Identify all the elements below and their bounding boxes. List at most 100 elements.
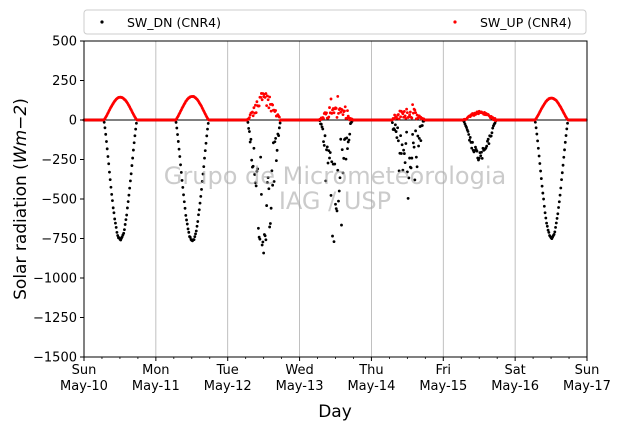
sw-dn-point <box>468 138 471 142</box>
sw-dn-point <box>128 186 132 190</box>
sw-dn-point <box>470 146 474 150</box>
sw-up-point <box>411 103 414 107</box>
sw-dn-point <box>271 183 275 187</box>
y-axis-title-unit: Wm <box>11 130 31 163</box>
sw-dn-point <box>543 211 547 215</box>
sw-dn-point <box>542 197 545 201</box>
y-axis-title-close: ) <box>11 98 31 105</box>
sw-dn-point <box>538 162 542 165</box>
sw-dn-point <box>337 199 340 203</box>
sw-dn-point <box>395 136 399 139</box>
sw-dn-point <box>187 230 191 234</box>
sw-dn-point <box>108 170 111 174</box>
sw-up-point <box>328 106 331 109</box>
sw-dn-point <box>267 187 271 191</box>
sw-dn-point <box>249 137 253 141</box>
sw-dn-point <box>555 216 559 220</box>
sw-dn-point <box>341 171 345 175</box>
sw-dn-point <box>131 156 135 160</box>
sw-dn-point <box>273 140 277 144</box>
sw-dn-point <box>466 130 470 133</box>
sw-dn-point <box>265 204 269 207</box>
sw-dn-point <box>468 136 472 139</box>
sw-up-point <box>416 116 420 120</box>
sw-dn-point <box>406 197 410 200</box>
sw-dn-point <box>247 126 251 130</box>
sw-dn-point <box>401 168 405 172</box>
sw-dn-point <box>467 133 471 136</box>
sw-dn-point <box>486 137 490 141</box>
sw-up-point <box>395 117 399 120</box>
y-tick-label: −250 <box>41 153 77 168</box>
sw-dn-point <box>397 169 401 173</box>
data-points <box>82 92 588 255</box>
sw-dn-point <box>195 224 199 228</box>
sw-dn-point <box>536 146 540 150</box>
sw-up-point <box>413 108 417 112</box>
sw-dn-point <box>399 134 403 138</box>
sw-dn-point <box>564 134 568 137</box>
sw-dn-point <box>206 121 210 125</box>
sw-dn-point <box>477 156 481 160</box>
sw-dn-point <box>403 161 407 165</box>
sw-dn-point <box>561 163 565 167</box>
sw-dn-point <box>540 184 544 188</box>
sw-dn-point <box>102 120 106 124</box>
sw-dn-point <box>558 193 562 197</box>
sw-dn-point <box>266 176 270 179</box>
sw-dn-point <box>256 167 260 171</box>
sw-dn-point <box>345 136 349 140</box>
sw-up-point <box>402 110 406 113</box>
sw-up-point <box>251 114 255 118</box>
sw-dn-point <box>487 142 491 146</box>
sw-dn-point <box>489 134 493 138</box>
sw-dn-point <box>181 185 185 189</box>
sw-dn-point <box>198 201 202 205</box>
sw-up-point <box>252 106 256 110</box>
sw-up-point <box>266 98 270 102</box>
sw-dn-point <box>408 156 411 160</box>
sw-dn-point <box>347 138 351 142</box>
sw-dn-point <box>254 184 258 188</box>
sw-dn-point <box>340 223 343 227</box>
sw-dn-point <box>203 156 206 160</box>
sw-dn-point <box>337 189 341 193</box>
sw-dn-point <box>110 192 114 196</box>
sw-dn-point <box>405 130 409 134</box>
sw-up-point <box>399 115 403 119</box>
sw-up-point <box>274 109 278 112</box>
x-tick-label-day: Tue <box>216 363 239 378</box>
sw-dn-point <box>185 218 188 222</box>
sw-dn-point <box>490 131 494 135</box>
sw-up-point <box>337 111 340 115</box>
sw-dn-point <box>545 224 549 228</box>
x-axis: SunMay-10MonMay-11TueMay-12WedMay-13ThuM… <box>60 357 611 394</box>
sw-up-point <box>325 111 328 115</box>
sw-dn-point <box>556 212 560 216</box>
sw-dn-point <box>402 152 406 155</box>
sw-up-point <box>257 104 261 108</box>
x-tick-label-date: May-17 <box>563 379 611 394</box>
sw-dn-point <box>109 185 113 189</box>
sw-dn-point <box>560 178 563 182</box>
sw-up-point <box>397 117 401 121</box>
sw-dn-point <box>103 126 107 130</box>
sw-dn-point <box>542 204 546 208</box>
y-tick-label: −1000 <box>33 272 77 287</box>
sw-up-point <box>255 100 259 104</box>
sw-up-point <box>401 112 405 116</box>
sw-up-point <box>405 111 409 114</box>
sw-up-point <box>335 116 339 119</box>
sw-dn-point <box>414 155 418 159</box>
sw-up-point <box>277 115 281 119</box>
sw-dn-point <box>566 121 569 125</box>
sw-up-point <box>251 110 254 114</box>
sw-up-point <box>254 103 257 107</box>
sw-dn-point <box>263 234 267 238</box>
sw-dn-point <box>546 228 550 232</box>
sw-dn-point <box>111 199 114 202</box>
sw-dn-point <box>323 134 327 138</box>
sw-up-point <box>265 94 269 98</box>
sw-dn-point <box>405 170 409 174</box>
sw-dn-point <box>396 126 400 130</box>
